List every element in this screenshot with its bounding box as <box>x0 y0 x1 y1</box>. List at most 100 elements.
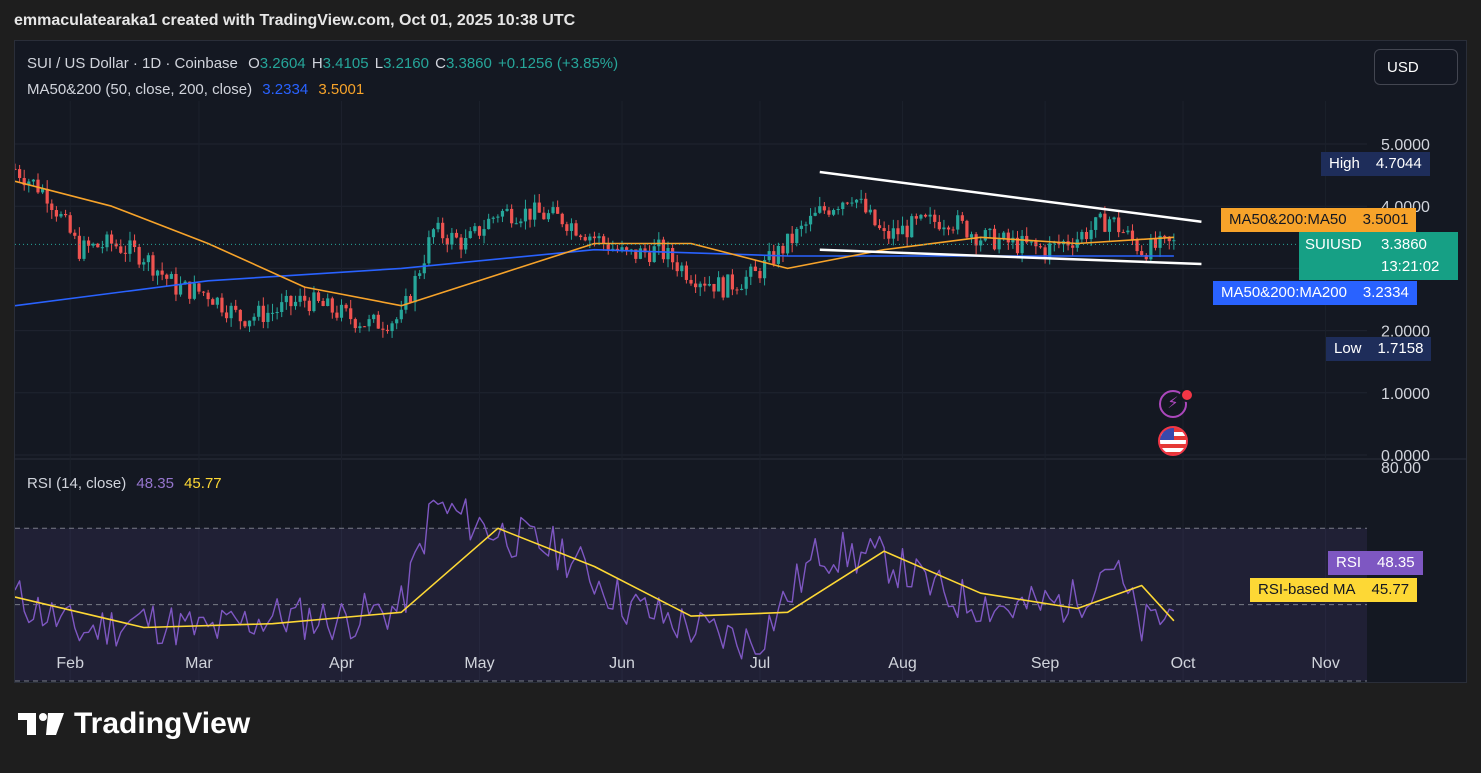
tradingview-logo[interactable]: TradingView <box>18 707 250 741</box>
price-chart[interactable]: 5.00004.00003.00002.00001.00000.000080.0… <box>15 41 1467 683</box>
candle-body <box>818 206 822 213</box>
candle-body <box>1103 213 1107 232</box>
candle-body <box>344 304 348 309</box>
candle-body <box>900 225 905 235</box>
candle-body <box>652 246 656 263</box>
time-tick-label: Sep <box>1031 655 1060 672</box>
price-tick-label: 2.0000 <box>1381 324 1430 341</box>
ohlc-close: C3.3860 <box>435 55 492 72</box>
candle-body <box>1006 232 1010 243</box>
candle-body <box>693 283 698 288</box>
candle-body <box>749 266 753 277</box>
ma-legend: MA50&200 (50, close, 200, close) 3.2334 … <box>27 81 370 98</box>
candle-body <box>326 298 330 307</box>
rsi-tag: RSI 48.35 <box>1328 551 1423 575</box>
candle-body <box>491 217 495 219</box>
candle-body <box>519 221 523 224</box>
candle-body <box>510 208 514 224</box>
candle-body <box>716 277 721 292</box>
candle-body <box>873 209 877 226</box>
candle-body <box>758 271 762 279</box>
candle-body <box>910 216 914 238</box>
ohlc-high: H3.4105 <box>311 55 369 72</box>
candle-body <box>928 214 932 217</box>
candle-body <box>367 319 371 327</box>
lightning-event-icon[interactable]: ⚡ <box>1159 390 1187 418</box>
chart-credit: emmaculatearaka1 created with TradingVie… <box>14 12 576 29</box>
candle-body <box>353 319 357 329</box>
candle-body <box>638 248 643 259</box>
symbol-title: SUI / US Dollar · 1D · Coinbase <box>27 55 238 72</box>
candle-body <box>468 231 472 238</box>
candle-body <box>730 274 734 290</box>
candle-body <box>220 297 224 313</box>
candle-body <box>155 270 160 276</box>
candle-body <box>1144 255 1148 260</box>
candle-body <box>372 314 376 320</box>
rsi-legend-value: 48.35 <box>136 475 174 492</box>
rsi-title: RSI (14, close) <box>27 475 127 492</box>
candle-body <box>1057 242 1061 245</box>
candle-body <box>445 238 449 245</box>
candle-body <box>169 273 173 279</box>
candle-body <box>1020 235 1024 254</box>
candle-body <box>96 243 100 248</box>
candle-body <box>17 169 22 179</box>
candle-body <box>454 232 459 238</box>
candle-body <box>142 262 146 265</box>
candle-body <box>854 199 859 203</box>
chart-frame[interactable]: SUI / US Dollar · 1D · Coinbase O3.2604 … <box>14 40 1467 683</box>
candle-body <box>597 236 601 239</box>
candle-body <box>671 248 675 263</box>
candle-body <box>762 260 767 279</box>
candle-body <box>946 227 951 230</box>
candle-body <box>583 237 587 241</box>
candle-body <box>100 247 104 249</box>
candle-body <box>289 295 293 307</box>
rsi-ma-legend-value: 45.77 <box>184 475 222 492</box>
price-tick-label: 0.0000 <box>1381 448 1430 465</box>
candle-body <box>234 305 238 310</box>
candle-body <box>441 222 445 239</box>
candle-body <box>280 302 284 312</box>
candle-body <box>707 283 711 286</box>
price-tick-label: 1.0000 <box>1381 386 1430 403</box>
candle-body <box>270 312 275 314</box>
candle-body <box>243 321 247 327</box>
candle-body <box>31 179 35 182</box>
candle-body <box>496 216 500 218</box>
candle-body <box>859 198 863 200</box>
candle-body <box>923 214 928 217</box>
candle-body <box>73 232 77 236</box>
candle-body <box>413 275 417 303</box>
candle-body <box>1038 246 1043 248</box>
candle-body <box>965 220 969 238</box>
candle-body <box>408 296 413 303</box>
candle-body <box>1172 240 1176 242</box>
us-flag-event-icon[interactable] <box>1158 426 1188 456</box>
rsi-legend: RSI (14, close) 48.35 45.77 <box>27 475 228 492</box>
candle-body <box>841 202 845 209</box>
candle-body <box>1163 235 1167 237</box>
candle-body <box>988 228 992 231</box>
candle-body <box>808 215 813 225</box>
candle-body <box>464 237 468 250</box>
candle-body <box>648 252 652 263</box>
candle-body <box>252 316 256 321</box>
candle-body <box>266 312 270 322</box>
brand-name: TradingView <box>74 707 251 740</box>
candle-body <box>919 214 923 219</box>
candle-body <box>1126 230 1130 233</box>
candle-body <box>546 213 551 220</box>
candle-body <box>1034 241 1038 247</box>
ma50-line <box>15 180 1174 307</box>
candle-body <box>427 237 431 264</box>
candle-body <box>1112 217 1116 220</box>
candle-body <box>335 312 339 318</box>
candle-body <box>321 300 325 307</box>
currency-button[interactable]: USD <box>1374 49 1458 85</box>
candle-body <box>799 225 803 229</box>
candle-body <box>542 212 546 220</box>
candle-body <box>533 202 537 220</box>
candle-body <box>739 288 744 291</box>
